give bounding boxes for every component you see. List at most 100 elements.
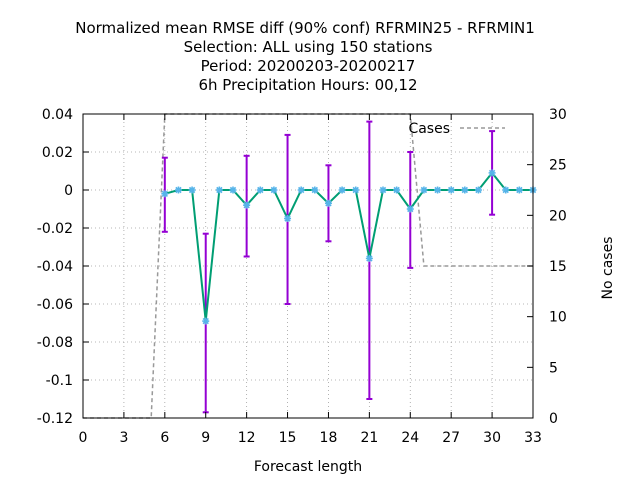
data-point (338, 186, 346, 194)
data-point (311, 186, 319, 194)
data-point-stroke (297, 186, 305, 194)
data-point (447, 186, 455, 194)
data-point (324, 199, 332, 207)
data-point (256, 186, 264, 194)
title-line-4: 6h Precipitation Hours: 00,12 (198, 76, 417, 94)
data-point (270, 186, 278, 194)
data-point (420, 186, 428, 194)
cases-series (83, 113, 533, 419)
title-line-2: Selection: ALL using 150 stations (184, 38, 433, 56)
data-point (474, 186, 482, 194)
y-tick-label: -0.12 (37, 411, 73, 427)
y2-tick-label: 25 (549, 158, 567, 174)
data-point-stroke (461, 186, 469, 194)
data-point (188, 186, 196, 194)
data-point (243, 201, 251, 209)
data-point-stroke (379, 186, 387, 194)
x-tick-label: 18 (320, 430, 338, 446)
data-point-stroke (161, 190, 169, 197)
x-axis-label: Forecast length (254, 459, 362, 475)
y2-tick-label: 0 (549, 411, 558, 427)
y-tick-label: -0.04 (37, 259, 73, 275)
x-tick-label: 6 (160, 430, 169, 446)
x-tick-label: 15 (279, 430, 297, 446)
x-tick-label: 33 (524, 430, 542, 446)
title-line-1: Normalized mean RMSE diff (90% conf) RFR… (75, 19, 535, 37)
y-tick-label: 0.04 (42, 107, 73, 123)
data-point (215, 186, 223, 194)
data-point (502, 186, 510, 194)
x-tick-label: 12 (238, 430, 256, 446)
x-tick-label: 24 (401, 430, 419, 446)
data-point (393, 186, 401, 194)
data-point-stroke (284, 215, 291, 222)
data-point-stroke (352, 186, 359, 194)
data-point (352, 186, 360, 194)
data-point (284, 215, 292, 222)
data-point-stroke (488, 169, 496, 177)
data-point-stroke (270, 186, 278, 194)
data-point (461, 186, 469, 194)
y-tick-label: -0.02 (37, 221, 73, 237)
cases-line (83, 113, 533, 419)
legend: Cases (408, 121, 505, 137)
x-tick-label: 27 (442, 430, 460, 446)
mean-diff-series (161, 169, 537, 325)
x-tick-label: 21 (360, 430, 378, 446)
y-tick-label: -0.1 (46, 373, 73, 389)
data-point-stroke (502, 186, 509, 194)
data-point-stroke (434, 186, 441, 194)
x-tick-label: 9 (201, 430, 210, 446)
y-tick-label: -0.06 (37, 297, 73, 313)
data-point-stroke (175, 186, 182, 194)
data-point (202, 317, 210, 325)
data-point (434, 186, 442, 194)
data-point (379, 186, 387, 194)
data-point-stroke (407, 205, 414, 213)
data-point-stroke (311, 186, 319, 194)
data-point-stroke (475, 186, 482, 194)
data-point-stroke (420, 186, 428, 194)
data-point-stroke (188, 186, 196, 194)
axis-ticks (82, 113, 534, 419)
y-tick-label: 0.02 (42, 145, 73, 161)
x-tick-labels: 0 3 6 9 12 15 18 21 24 27 30 33 (79, 430, 542, 446)
data-point (365, 254, 373, 262)
chart-title: Normalized mean RMSE diff (90% conf) RFR… (75, 19, 535, 94)
data-point (161, 190, 169, 198)
y2-tick-label: 10 (549, 310, 567, 326)
data-point (229, 186, 237, 194)
x-tick-label: 0 (79, 430, 88, 446)
y2-axis-label: No cases (600, 237, 616, 300)
data-point-stroke (447, 186, 455, 194)
data-point-stroke (366, 255, 373, 262)
data-point-stroke (216, 186, 223, 194)
y-tick-label: -0.08 (37, 335, 73, 351)
data-point (174, 186, 182, 194)
y2-tick-label: 20 (549, 208, 567, 224)
data-point (515, 186, 523, 194)
data-point-stroke (338, 186, 346, 194)
data-point-stroke (243, 202, 250, 209)
data-point-stroke (229, 186, 237, 194)
mean-diff-line (164, 171, 533, 322)
data-point-stroke (257, 186, 264, 194)
y2-tick-label: 15 (549, 259, 567, 275)
y-tick-label: 0 (64, 183, 73, 199)
data-point-stroke (516, 186, 523, 194)
data-point (297, 186, 305, 194)
data-point (488, 169, 496, 177)
y2-tick-labels: 30 25 20 15 10 5 0 (549, 107, 567, 427)
data-point (406, 205, 414, 213)
data-point-stroke (393, 186, 400, 194)
title-line-3: Period: 20200203-20200217 (201, 57, 416, 75)
x-tick-label: 3 (119, 430, 128, 446)
y2-tick-label: 30 (549, 107, 567, 123)
y-tick-labels: 0.04 0.02 0 -0.02 -0.04 -0.06 -0.08 -0.1 -0.12 (37, 107, 73, 427)
y2-tick-label: 5 (549, 360, 558, 376)
data-point-stroke (202, 317, 209, 325)
x-tick-label: 30 (483, 430, 501, 446)
data-point-stroke (325, 200, 332, 207)
legend-label-cases: Cases (408, 121, 450, 137)
